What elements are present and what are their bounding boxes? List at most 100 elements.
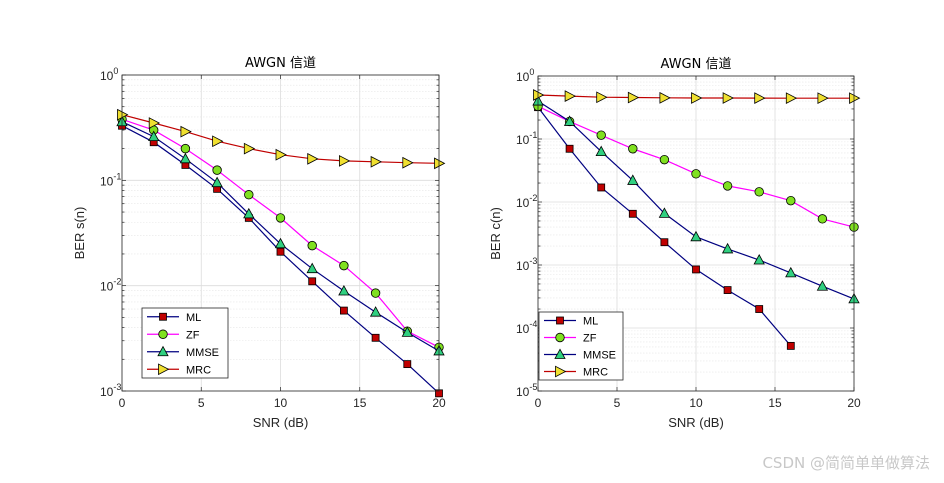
- legend-label: MMSE: [583, 350, 616, 362]
- x-tick-label: 20: [432, 396, 446, 410]
- y-axis-label: BER c(n): [488, 207, 503, 260]
- data-point: [754, 187, 764, 197]
- data-point: [723, 286, 732, 294]
- legend-entry-zf: ZF: [147, 329, 200, 341]
- legend-marker: [554, 348, 566, 359]
- x-tick-label: 0: [119, 396, 126, 410]
- data-point: [402, 156, 414, 169]
- y-tick-label: 10-4: [516, 319, 537, 336]
- data-point: [179, 152, 192, 164]
- data-point: [434, 157, 446, 170]
- legend-label: MRC: [583, 367, 608, 379]
- series-mmse: [116, 115, 445, 356]
- y-axis-label: BER s(n): [72, 207, 87, 260]
- data-point: [660, 238, 669, 247]
- data-point: [691, 169, 701, 179]
- x-tick-label: 5: [198, 396, 205, 410]
- data-point: [627, 174, 639, 185]
- data-point: [786, 341, 795, 350]
- data-point: [370, 155, 382, 168]
- data-point: [785, 266, 797, 278]
- data-point: [401, 326, 413, 337]
- data-point: [339, 260, 349, 271]
- legend-marker: [555, 365, 567, 378]
- data-point: [817, 92, 829, 105]
- data-point: [369, 306, 382, 317]
- x-tick-label: 10: [689, 396, 703, 410]
- data-point: [338, 284, 350, 296]
- data-point: [338, 155, 351, 167]
- x-axis-label: SNR (dB): [253, 415, 309, 430]
- data-point: [849, 92, 861, 105]
- data-point: [117, 108, 129, 121]
- data-point: [148, 117, 161, 129]
- data-point: [307, 152, 319, 165]
- data-point: [244, 190, 254, 200]
- axes-box: [537, 75, 855, 392]
- data-point: [690, 230, 702, 242]
- data-point: [816, 280, 829, 291]
- legend: ML ZF MMSE MRC: [538, 311, 624, 381]
- data-point: [564, 90, 576, 102]
- legend-label: ML: [186, 312, 201, 324]
- data-point: [753, 253, 765, 265]
- data-point: [308, 277, 317, 286]
- data-point: [817, 214, 828, 224]
- data-point: [659, 154, 670, 165]
- legend: ML ZF MMSE MRC: [141, 307, 229, 379]
- data-point: [211, 176, 223, 188]
- data-point: [180, 125, 192, 138]
- chart-2: 0 5 10 15 20 100 10-1 10-2 10-3 10-4 10-5 AWGN 信道 SN…: [488, 57, 861, 430]
- series-ml: [118, 121, 443, 398]
- data-point: [306, 262, 318, 274]
- legend-entry-mmse: MMSE: [544, 348, 616, 362]
- data-point: [658, 207, 671, 218]
- legend-box: [141, 307, 229, 379]
- data-point: [692, 265, 700, 274]
- y-tick-label: 10-2: [516, 193, 537, 210]
- data-point: [627, 91, 640, 104]
- legend-label: ZF: [186, 329, 200, 341]
- chart-1: 0 5 10 15 20 100 10-1 10-2 10-3 AWGN 信道 SNR (dB) BE…: [72, 56, 446, 430]
- y-tick-label: 10-3: [516, 256, 537, 273]
- x-axis-label: SNR (dB): [668, 415, 724, 430]
- legend-entry-mrc: MRC: [544, 365, 608, 379]
- data-point: [148, 130, 160, 142]
- data-point: [370, 288, 381, 298]
- y-tick-label: 10-3: [100, 382, 121, 399]
- series-mrc: [533, 89, 861, 105]
- data-point: [595, 145, 607, 157]
- data-point: [307, 240, 317, 251]
- y-tick-label: 100: [516, 67, 534, 84]
- legend-entry-zf: ZF: [544, 333, 597, 345]
- data-point: [628, 144, 638, 154]
- series-zf: [533, 101, 859, 232]
- data-point: [597, 183, 606, 192]
- data-point: [180, 143, 191, 154]
- legend-marker: [556, 316, 564, 325]
- axes-box: [121, 74, 440, 392]
- legend-marker: [159, 312, 167, 321]
- series-mrc: [117, 108, 446, 170]
- x-tick-label: 15: [768, 396, 782, 410]
- data-point: [371, 333, 380, 342]
- data-point: [596, 91, 608, 104]
- data-point: [339, 306, 348, 315]
- watermark: CSDN @简简单单做算法: [762, 454, 930, 472]
- data-point: [565, 144, 574, 153]
- y-tick-label: 10-1: [100, 171, 121, 188]
- data-point: [628, 209, 637, 218]
- x-tick-label: 5: [614, 396, 621, 410]
- data-point: [275, 148, 287, 161]
- data-point: [754, 92, 766, 104]
- y-tick-label: 10-2: [100, 277, 121, 294]
- data-point: [276, 247, 285, 256]
- legend-label: MRC: [186, 364, 211, 376]
- legend-label: MMSE: [186, 347, 219, 359]
- data-point: [243, 207, 255, 219]
- legend-marker: [158, 363, 170, 376]
- data-point: [212, 135, 224, 148]
- legend-label: ML: [583, 316, 598, 328]
- x-tick-label: 10: [274, 396, 288, 410]
